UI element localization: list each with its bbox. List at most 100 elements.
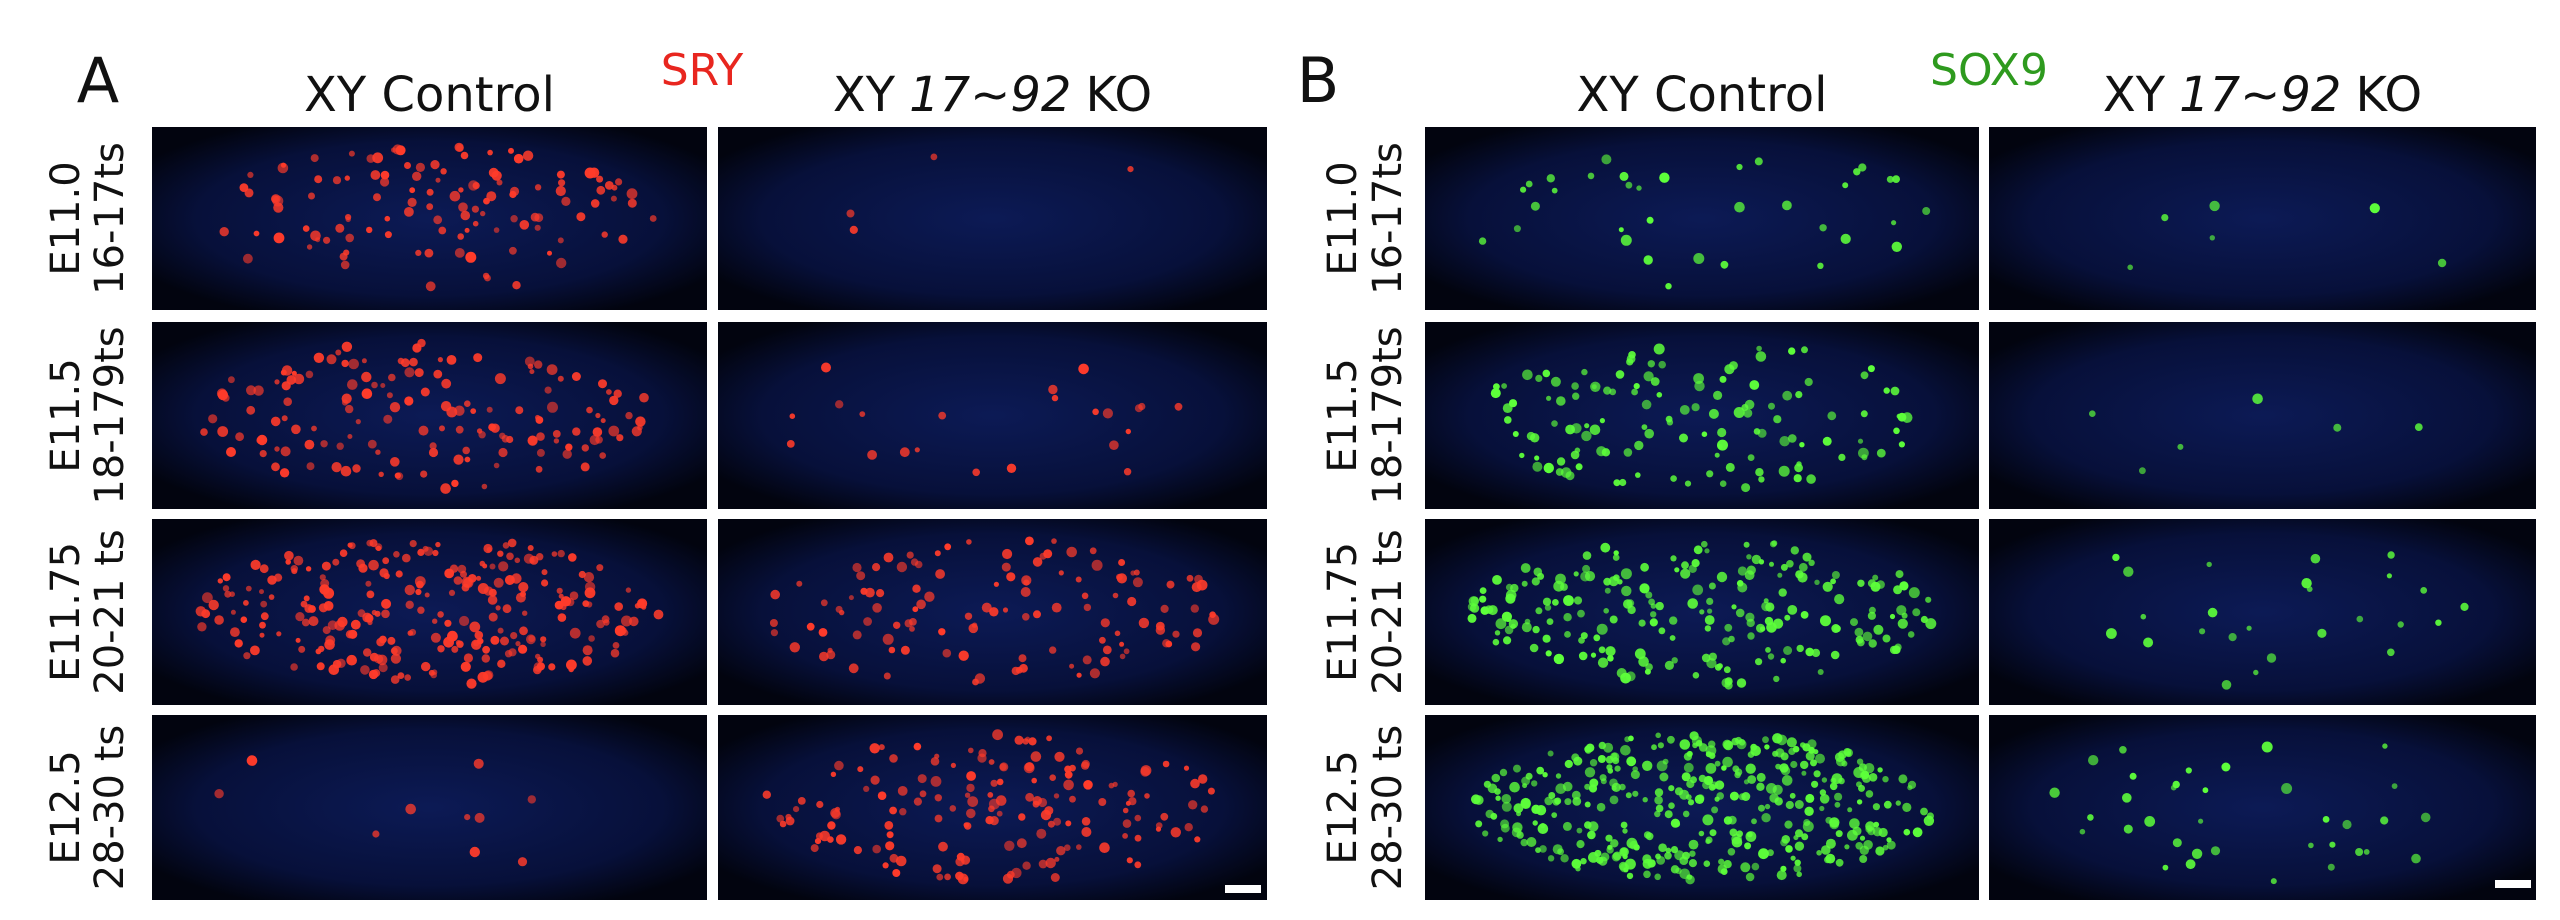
stained-cell	[621, 615, 632, 627]
column-header: XY Control	[304, 67, 555, 123]
stained-cell	[960, 855, 971, 865]
stained-cell	[561, 196, 571, 206]
stained-cell	[1604, 587, 1611, 594]
stained-cell	[1532, 625, 1540, 634]
stained-cell	[2210, 846, 2221, 856]
stained-cell	[1834, 594, 1845, 605]
stained-cell	[219, 227, 229, 237]
stained-cell	[1053, 793, 1060, 799]
stained-cell	[1785, 845, 1793, 853]
stained-cell	[625, 587, 632, 593]
stained-cell	[1508, 399, 1518, 408]
stained-cell	[409, 357, 418, 367]
stained-cell	[1767, 653, 1775, 660]
stained-cell	[1699, 609, 1705, 615]
stained-cell	[197, 622, 207, 632]
stained-cell	[1831, 773, 1843, 784]
stained-cell	[1505, 616, 1512, 623]
row-stage: E11.0	[43, 161, 89, 275]
stained-cell	[1864, 763, 1875, 774]
stained-cell	[1622, 828, 1628, 834]
micrograph-bg	[152, 322, 707, 509]
stained-cell	[510, 215, 518, 223]
stained-cell	[1784, 820, 1793, 829]
stained-cell	[435, 541, 441, 548]
stained-cell	[1734, 201, 1745, 213]
stained-cell	[1031, 777, 1037, 784]
stained-cell	[580, 462, 590, 472]
stained-cell	[551, 551, 558, 557]
stained-cell	[1025, 536, 1034, 546]
stained-cell	[458, 187, 464, 193]
stained-cell	[1821, 777, 1828, 783]
stained-cell	[546, 364, 558, 375]
stained-cell	[1745, 872, 1755, 882]
stained-cell	[1922, 207, 1931, 215]
stained-cell	[830, 808, 841, 818]
stained-cell	[635, 416, 646, 427]
stained-cell	[279, 468, 290, 478]
stained-cell	[958, 650, 969, 661]
stained-cell	[1750, 743, 1758, 751]
micrograph-bg	[1989, 715, 2536, 900]
stained-cell	[1654, 795, 1663, 805]
stained-cell	[1844, 844, 1850, 850]
stained-cell	[1714, 760, 1721, 767]
row-somites: 28-30 ts	[1365, 725, 1411, 890]
stained-cell	[274, 446, 280, 452]
stained-cell	[2123, 824, 2133, 834]
stained-cell	[1571, 382, 1579, 390]
stained-cell	[1082, 655, 1092, 665]
stained-cell	[1920, 807, 1928, 816]
stained-cell	[553, 438, 560, 444]
stained-cell	[449, 190, 461, 202]
stained-cell	[435, 177, 441, 183]
stained-cell	[245, 585, 252, 592]
stained-cell	[1482, 830, 1489, 837]
stained-cell	[900, 645, 910, 655]
stained-cell	[569, 627, 581, 639]
stained-cell	[1785, 800, 1794, 810]
stained-cell	[274, 573, 283, 582]
stained-cell	[1172, 630, 1180, 638]
stained-cell	[1719, 480, 1727, 488]
stained-cell	[2122, 793, 2132, 803]
stained-cell	[295, 637, 301, 643]
stained-cell	[519, 220, 530, 230]
stained-cell	[361, 388, 373, 400]
stained-cell	[1800, 611, 1809, 619]
stained-cell	[1533, 567, 1543, 577]
stained-cell	[534, 184, 542, 191]
stained-cell	[1731, 604, 1737, 610]
stained-cell	[930, 776, 942, 787]
stained-cell	[1810, 759, 1817, 767]
stained-cell	[335, 223, 345, 233]
stained-cell	[631, 426, 642, 437]
stained-cell	[1764, 744, 1770, 750]
stained-cell	[1075, 576, 1082, 583]
stained-cell	[415, 162, 425, 172]
stained-cell	[1064, 765, 1072, 773]
stained-cell	[443, 636, 454, 648]
stained-cell	[1705, 763, 1717, 774]
stained-cell	[912, 584, 921, 593]
stained-cell	[1815, 753, 1825, 764]
stained-cell	[1901, 412, 1913, 423]
stained-cell	[796, 580, 803, 587]
stained-cell	[827, 647, 833, 653]
stained-cell	[1773, 675, 1780, 683]
stained-cell	[2089, 410, 2096, 418]
stained-cell	[1776, 870, 1787, 881]
stained-cell	[394, 472, 401, 479]
stained-cell	[428, 447, 439, 458]
stained-cell	[859, 411, 866, 417]
stained-cell	[1683, 752, 1692, 761]
stained-cell	[1505, 583, 1513, 591]
stained-cell	[451, 645, 459, 653]
stained-cell	[226, 447, 236, 457]
stained-cell	[444, 619, 452, 627]
stained-cell	[1002, 607, 1009, 613]
stained-cell	[381, 609, 390, 619]
stained-cell	[1658, 843, 1667, 852]
stained-cell	[615, 178, 623, 186]
